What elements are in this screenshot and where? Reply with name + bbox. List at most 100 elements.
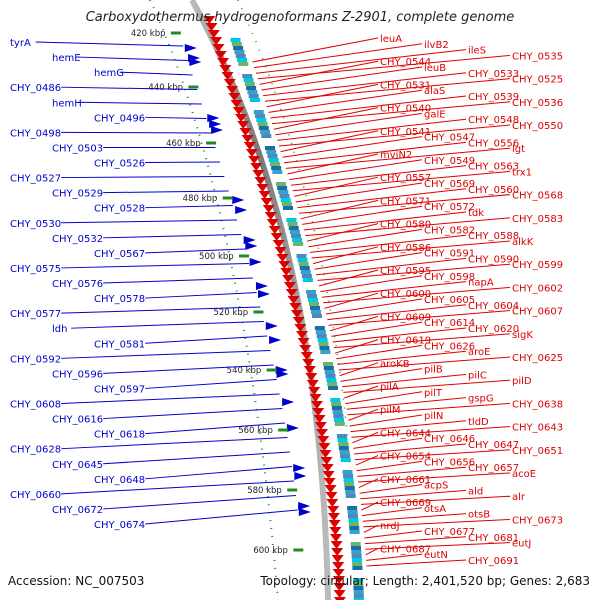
- feature-band-segment: [258, 126, 269, 130]
- reverse-gene-leader: [346, 397, 467, 410]
- reverse-gene-arrow: [330, 541, 343, 549]
- forward-gene-label: CHY_0503: [52, 143, 103, 154]
- forward-gene-label: CHY_0527: [10, 174, 61, 185]
- reverse-gene-label: eutN: [424, 550, 448, 561]
- forward-gene-label: CHY_0529: [52, 189, 103, 200]
- feature-band-segment: [266, 150, 277, 154]
- reverse-gene-label: leuA: [380, 34, 402, 45]
- scale-label: 560 kbp: [238, 426, 273, 436]
- reverse-gene-arrow: [282, 275, 295, 283]
- forward-gene-leader: [103, 364, 274, 374]
- reverse-gene-label: CHY_0607: [512, 307, 563, 318]
- forward-gene-label: CHY_0616: [52, 415, 103, 426]
- reverse-gene-arrow: [320, 457, 333, 465]
- feature-band-segment: [253, 110, 264, 114]
- forward-gene-label: CHY_0496: [94, 113, 145, 124]
- reverse-gene-label: CHY_0620: [468, 324, 519, 335]
- reverse-gene-arrow: [299, 345, 312, 353]
- feature-band-segment: [287, 222, 298, 226]
- reverse-gene-label: pilT: [424, 388, 443, 399]
- reverse-gene-label: pilC: [468, 370, 487, 381]
- reverse-gene-leader: [280, 130, 379, 153]
- forward-gene-label: hemE: [52, 53, 81, 64]
- feature-band-segment: [281, 202, 292, 206]
- reverse-gene-arrow: [256, 184, 269, 192]
- forward-gene-label: CHY_0672: [52, 505, 103, 516]
- reverse-gene-leader: [347, 402, 511, 416]
- topology-label: Topology: circular; Length: 2,401,520 bp…: [260, 574, 590, 588]
- forward-gene-leader: [61, 219, 238, 224]
- forward-gene-leader: [35, 41, 184, 47]
- reverse-gene-arrow: [331, 548, 344, 556]
- reverse-gene-label: CHY_0604: [468, 301, 519, 312]
- reverse-gene-arrow: [252, 170, 265, 178]
- feature-band-segment: [268, 158, 279, 162]
- forward-gene-leader: [61, 131, 211, 134]
- forward-gene-arrow: [245, 242, 258, 250]
- reverse-gene-leader: [351, 426, 511, 438]
- feature-band-segment: [309, 306, 320, 310]
- reverse-gene-label: acoE: [512, 469, 536, 480]
- forward-gene-arrow: [276, 370, 289, 378]
- reverse-gene-arrow: [264, 212, 277, 220]
- reverse-gene-leader: [275, 112, 423, 136]
- reverse-gene-leader: [273, 107, 379, 130]
- forward-gene-leader: [119, 71, 193, 76]
- forward-gene-label: CHY_0648: [94, 475, 145, 486]
- reverse-gene-arrow: [292, 317, 305, 325]
- reverse-gene-arrow: [248, 156, 261, 164]
- feature-band-segment: [353, 578, 364, 582]
- feature-band-segment: [330, 398, 341, 402]
- feature-band-segment: [289, 230, 300, 234]
- reverse-gene-leader: [358, 472, 511, 483]
- reverse-gene-leader: [336, 344, 423, 360]
- reverse-gene-label: ald: [468, 486, 483, 497]
- reverse-gene-label: CHY_0550: [512, 121, 563, 132]
- scale-label: 540 kbp: [227, 366, 262, 376]
- feature-band-segment: [307, 298, 318, 302]
- reverse-gene-leader: [363, 518, 511, 528]
- reverse-gene-leader: [324, 292, 379, 309]
- forward-gene-arrow: [298, 502, 311, 510]
- reverse-gene-arrow: [327, 506, 340, 514]
- reverse-gene-arrow: [327, 513, 340, 521]
- forward-gene-leader: [103, 408, 283, 420]
- reverse-gene-leader: [300, 199, 379, 220]
- forward-gene-leader: [77, 56, 188, 61]
- feature-band-segment: [246, 86, 257, 90]
- reverse-gene-arrow: [245, 149, 258, 157]
- forward-gene-label: tyrA: [10, 38, 31, 49]
- reverse-gene-arrow: [207, 30, 220, 38]
- feature-band-segment: [352, 562, 363, 566]
- feature-band-segment: [271, 166, 282, 170]
- feature-band-segment: [350, 542, 361, 546]
- feature-band-segment: [347, 506, 358, 510]
- reverse-gene-label: CHY_0586: [380, 243, 431, 254]
- feature-band-segment: [256, 118, 267, 122]
- reverse-gene-arrow: [219, 65, 232, 73]
- forward-gene-arrow: [189, 58, 202, 66]
- feature-band-segment: [316, 334, 327, 338]
- reverse-gene-label: CHY_0638: [512, 399, 563, 410]
- feature-band-segment: [320, 350, 331, 354]
- forward-gene-leader: [61, 350, 271, 359]
- scale-label: 460 kbp: [166, 139, 201, 149]
- reverse-gene-arrow: [323, 478, 336, 486]
- reverse-gene-label: sigK: [512, 330, 533, 341]
- reverse-gene-label: acpS: [424, 481, 448, 492]
- reverse-gene-arrow: [309, 394, 322, 402]
- reverse-gene-leader: [362, 507, 423, 517]
- reverse-gene-leader: [365, 542, 511, 550]
- feature-band-segment: [347, 510, 358, 514]
- feature-band-segment: [292, 238, 303, 242]
- reverse-gene-leader: [357, 466, 467, 477]
- feature-band-segment: [326, 378, 337, 382]
- feature-band-segment: [280, 198, 291, 202]
- reverse-gene-leader: [361, 501, 379, 511]
- reverse-gene-label: CHY_0525: [512, 75, 563, 86]
- reverse-gene-arrow: [260, 198, 273, 206]
- reverse-gene-label: pilB: [424, 365, 443, 376]
- feature-band-segment: [334, 418, 345, 422]
- reverse-gene-arrow: [205, 23, 218, 31]
- feature-band-segment: [353, 586, 364, 590]
